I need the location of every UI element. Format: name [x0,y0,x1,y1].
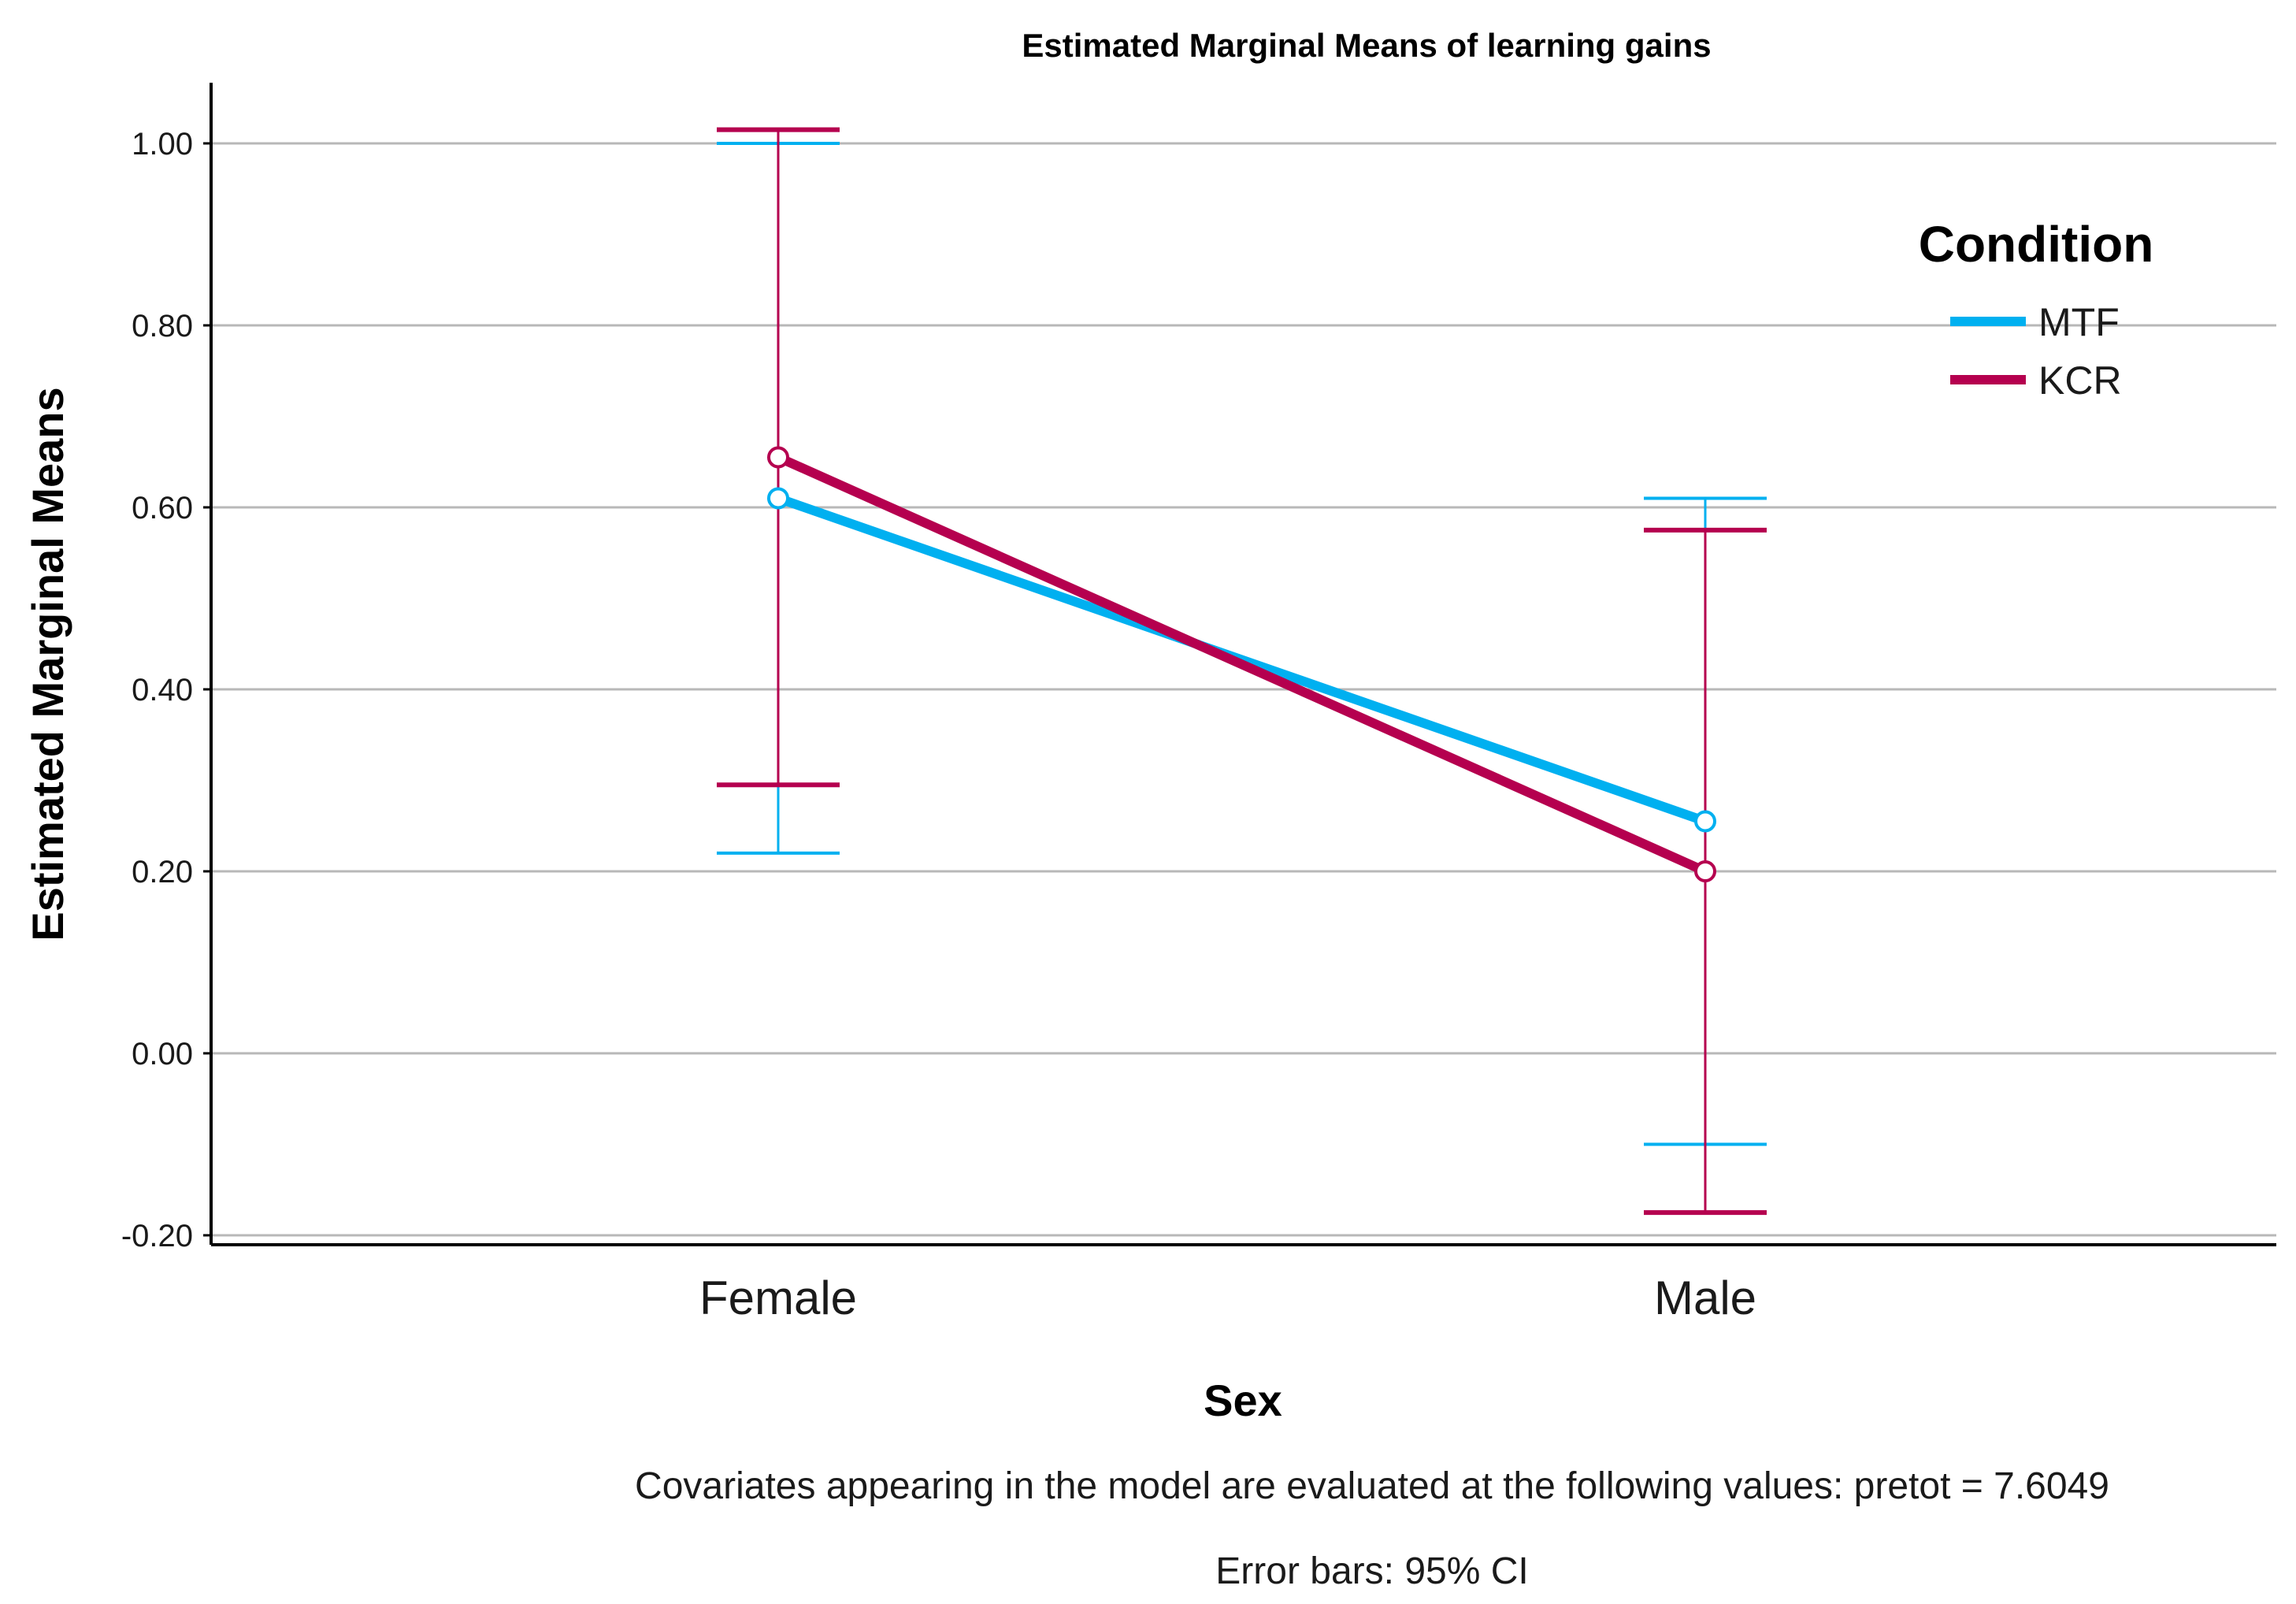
footnote-covariates: Covariates appearing in the model are ev… [635,1465,2109,1507]
y-tick-label: 0.00 [132,1037,193,1071]
y-axis-label: Estimated Marginal Means [23,387,72,941]
y-tick-label: -0.20 [121,1219,193,1253]
x-axis-label: Sex [1204,1376,1282,1425]
legend-label-kcr: KCR [2038,358,2122,403]
axes [210,83,2276,1246]
legend-items: MTF KCR [1950,300,2122,403]
series-line-kcr [773,452,1710,876]
error-bars [717,127,1767,1216]
x-category-label: Female [699,1272,857,1324]
data-point-mtf [767,487,789,510]
y-tick-label: 0.80 [132,309,193,343]
legend-title: Condition [1919,216,2154,273]
data-point-kcr [767,446,789,469]
x-category-labels: Female Male [699,1272,1756,1324]
y-tick-label: 0.60 [132,491,193,525]
series-markers [767,446,1716,882]
chart-title: Estimated Marginal Means of learning gai… [1022,27,1711,64]
x-category-label: Male [1654,1272,1756,1324]
y-tick-label: 0.40 [132,673,193,707]
data-point-mtf [1694,810,1716,833]
grid-lines [211,142,2276,1237]
y-tick-label: 0.20 [132,855,193,889]
y-tick-label: 1.00 [132,127,193,162]
legend: Condition MTF KCR [1919,216,2154,403]
legend-label-mtf: MTF [2038,300,2120,344]
data-point-kcr [1694,860,1716,882]
y-tick-labels: -0.200.000.200.400.600.801.001.20 [121,127,211,1253]
footnote-error-bars: Error bars: 95% CI [1215,1550,1528,1592]
series-lines [773,452,1710,876]
